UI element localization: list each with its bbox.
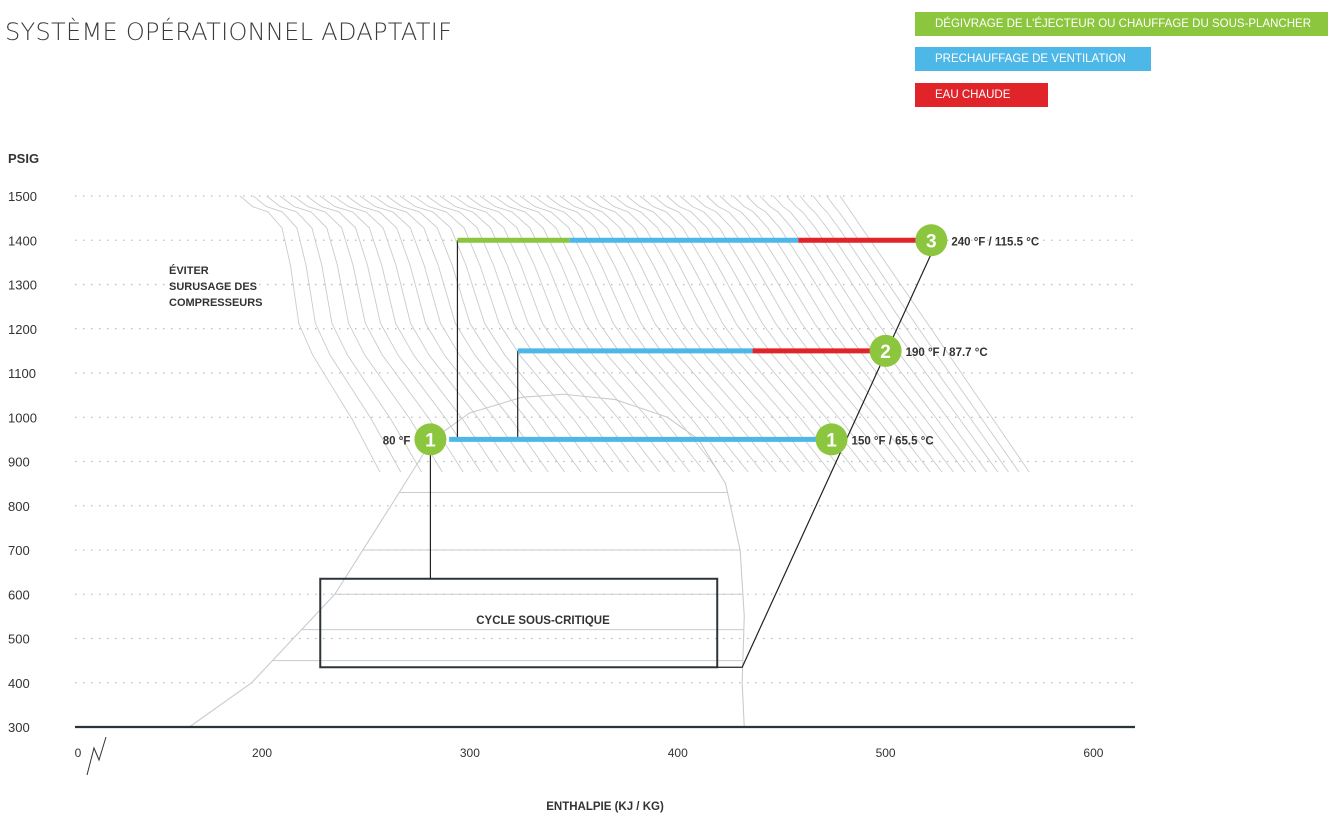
isotherm-line <box>506 195 720 473</box>
state-label: 190 °F / 87.7 °C <box>906 347 988 359</box>
isotherm-line <box>359 195 549 473</box>
isotherm-line <box>812 195 1009 473</box>
x-tick-label: 200 <box>252 746 272 760</box>
x-axis-title: ENTHALPIE (KJ / KG) <box>546 801 664 813</box>
isotherm-line <box>759 195 966 473</box>
isotherm-line <box>373 195 566 473</box>
isotherm-line <box>306 195 482 473</box>
isotherm-line <box>826 195 1020 473</box>
state-label: 80 °F <box>383 435 411 447</box>
isotherm-line <box>613 195 831 473</box>
isotherm-line <box>319 195 499 473</box>
isotherm-line <box>479 195 691 473</box>
x-tick-label: 300 <box>460 746 480 760</box>
isotherm-line <box>786 195 988 473</box>
isotherm-line <box>346 195 533 473</box>
discharge-line <box>717 248 934 668</box>
isotherm-line <box>413 195 614 473</box>
y-tick-label: 300 <box>8 720 30 735</box>
y-tick-label: 500 <box>8 632 30 647</box>
isotherm-line <box>799 195 999 473</box>
isotherm-line <box>386 195 582 473</box>
isotherm-line <box>706 195 919 473</box>
axis-break-mark <box>86 736 107 776</box>
isotherm-line <box>679 195 895 473</box>
x-tick-label: 0 <box>75 746 82 760</box>
isotherm-line <box>333 195 516 473</box>
isotherm-line <box>586 195 805 473</box>
y-tick-label: 1300 <box>8 278 37 293</box>
state-marker-number: 1 <box>826 430 837 451</box>
y-tick-label: 1500 <box>8 189 37 204</box>
legend-item-defrost: DÉGIVRAGE DE L'ÉJECTEUR OU CHAUFFAGE DU … <box>915 12 1328 36</box>
y-tick-label: 1200 <box>8 322 37 337</box>
state-marker-number: 2 <box>880 342 891 363</box>
state-marker <box>414 423 447 456</box>
y-tick-label: 1400 <box>8 233 37 248</box>
state-marker-number: 3 <box>926 231 937 252</box>
x-tick-label: 600 <box>1083 746 1103 760</box>
isotherm-line <box>279 195 443 473</box>
isotherm-line <box>772 195 977 473</box>
isotherm-line <box>573 195 791 473</box>
isotherm-line <box>239 195 381 473</box>
subcritical-cycle-box <box>319 577 719 669</box>
isotherm-line <box>466 195 676 473</box>
isotherm-line <box>546 195 763 473</box>
isotherm-line <box>746 195 954 473</box>
y-tick-label: 900 <box>8 455 30 470</box>
y-tick-label: 1100 <box>8 366 36 381</box>
isotherm-line <box>399 195 598 473</box>
isotherm-line <box>533 195 749 473</box>
isotherm-line <box>732 195 943 473</box>
y-tick-label: 1000 <box>8 410 37 425</box>
saturation-dome <box>188 393 745 728</box>
x-tick-label: 400 <box>668 746 688 760</box>
isotherm-line <box>839 195 1030 473</box>
isotherm-line <box>599 195 818 473</box>
avoid-annotation-line-2: SURUSAGE DES <box>169 281 257 293</box>
legend-item-hot-water: EAU CHAUDE <box>915 83 1048 107</box>
y-tick-label: 600 <box>8 587 30 602</box>
isotherm-line <box>559 195 777 473</box>
state-label: 240 °F / 115.5 °C <box>951 236 1039 248</box>
avoid-annotation-line-3: COMPRESSEURS <box>169 297 263 309</box>
state-marker <box>815 423 848 456</box>
y-tick-label: 700 <box>8 543 30 558</box>
page-title: SYSTÈME OPÉRATIONNEL ADAPTATIF <box>5 18 453 46</box>
state-marker-number: 1 <box>425 430 436 451</box>
isotherm-line <box>666 195 883 473</box>
isotherm-line <box>493 195 706 473</box>
subcritical-cycle-label: CYCLE SOUS-CRITIQUE <box>476 615 610 627</box>
y-axis-title: PSIG <box>8 151 39 166</box>
isotherm-line <box>519 195 735 473</box>
state-label: 150 °F / 65.5 °C <box>852 435 934 447</box>
isotherm-line <box>439 195 645 473</box>
isotherm-line <box>426 195 630 473</box>
y-tick-label: 400 <box>8 676 30 691</box>
isotherm-line <box>266 195 422 473</box>
isotherm-line <box>693 195 907 473</box>
isotherm-line <box>626 195 844 473</box>
avoid-annotation-line-1: ÉVITER <box>169 264 209 277</box>
isotherm-line <box>253 195 402 473</box>
legend-item-ventilation: PRECHAUFFAGE DE VENTILATION <box>915 47 1151 71</box>
isotherm-line <box>453 195 660 473</box>
isotherm-line <box>719 195 931 473</box>
state-marker <box>915 224 948 257</box>
y-tick-label: 800 <box>8 499 30 514</box>
state-marker <box>869 334 902 367</box>
x-tick-label: 500 <box>876 746 896 760</box>
